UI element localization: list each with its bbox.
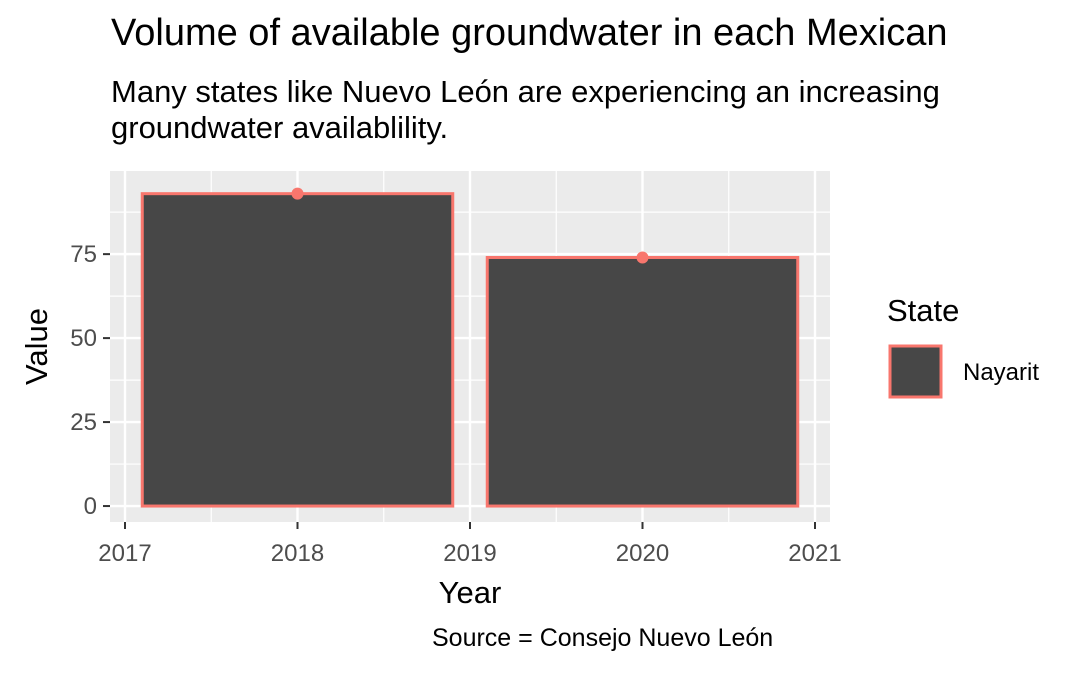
data-point bbox=[291, 187, 304, 200]
subtitle-line-1: Many states like Nuevo León are experien… bbox=[111, 74, 940, 109]
bars bbox=[140, 187, 800, 508]
chart-caption: Source = Consejo Nuevo León bbox=[432, 624, 774, 652]
axes: 2017 2018 2019 2020 2021 0 25 50 75 Year Value bbox=[19, 241, 842, 610]
y-axis-title: Value bbox=[19, 308, 54, 385]
subtitle-line-2: groundwater availablility. bbox=[111, 110, 449, 145]
legend: State Nayarit bbox=[887, 293, 1039, 399]
x-axis-title: Year bbox=[439, 575, 502, 610]
data-point bbox=[636, 251, 649, 264]
y-tick-label: 0 bbox=[84, 493, 97, 520]
y-tick-label: 50 bbox=[70, 325, 97, 352]
x-tick-label: 2017 bbox=[98, 540, 151, 567]
x-tick-label: 2019 bbox=[443, 540, 496, 567]
legend-label: Nayarit bbox=[963, 359, 1039, 386]
chart-title: Volume of available groundwater in each … bbox=[111, 12, 948, 54]
x-tick-label: 2021 bbox=[788, 540, 841, 567]
legend-title: State bbox=[887, 293, 959, 328]
x-tick-label: 2020 bbox=[616, 540, 669, 567]
chart-subtitle: Many states like Nuevo León are experien… bbox=[111, 74, 940, 146]
legend-key bbox=[888, 344, 943, 399]
y-tick-label: 75 bbox=[70, 241, 97, 268]
y-tick-label: 25 bbox=[70, 409, 97, 436]
x-tick-label: 2018 bbox=[271, 540, 324, 567]
bar bbox=[485, 255, 800, 508]
bar bbox=[140, 192, 455, 508]
